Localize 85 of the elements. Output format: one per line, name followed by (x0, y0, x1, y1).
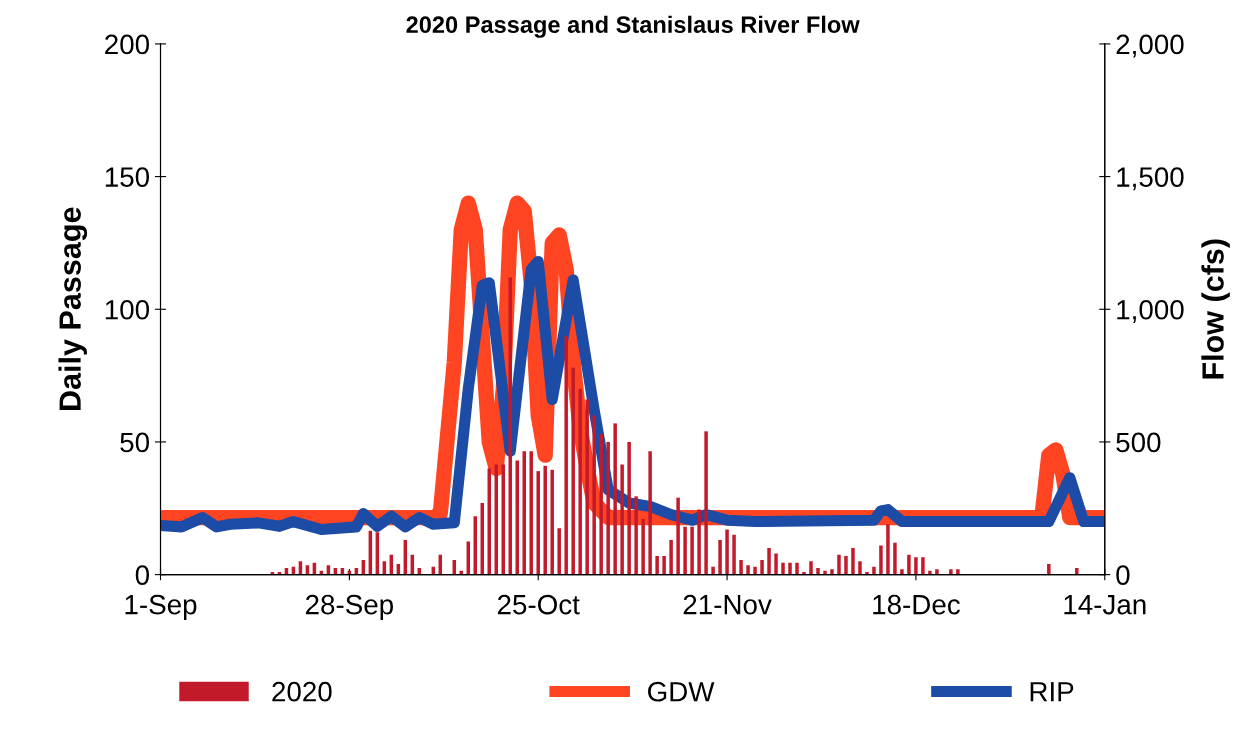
y2-axis-title: Flow (cfs) (1201, 239, 1230, 379)
bar (627, 441, 631, 575)
bar (578, 388, 582, 575)
bar (844, 556, 848, 575)
x-tick-label: 1-Sep (125, 594, 197, 620)
bar (830, 569, 834, 575)
bar (949, 569, 953, 575)
bar (634, 496, 638, 575)
bar (522, 451, 526, 575)
bar (529, 451, 533, 575)
bar (557, 528, 561, 575)
bar (858, 561, 862, 575)
x-tick-label: 14-Jan (1064, 595, 1146, 615)
bar (886, 524, 890, 575)
bar (648, 451, 652, 575)
bar (676, 497, 680, 575)
bar (732, 534, 736, 575)
y-tick-label: 100 (105, 299, 150, 320)
bar (746, 565, 750, 575)
x-tick-label: 21-Nov (683, 594, 772, 615)
legend-label: GDW (648, 681, 715, 702)
x-tick-label: 18-Dec (873, 594, 960, 615)
bar (669, 540, 673, 575)
x-tick-label: 28-Sep (305, 594, 393, 620)
bar (753, 566, 757, 575)
y-tick-label: 200 (105, 34, 150, 55)
bar (662, 556, 666, 575)
bar (655, 556, 659, 575)
y-tick-label: 0 (135, 565, 150, 585)
bar (704, 431, 708, 575)
bar (837, 554, 841, 575)
y-tick-label: 50 (120, 432, 150, 453)
bar (872, 566, 876, 575)
bar (795, 562, 799, 575)
bar (613, 423, 617, 575)
y2-tick-label: 1,000 (1117, 299, 1184, 323)
bar (879, 545, 883, 575)
y2-tick-label: 0 (1116, 565, 1130, 585)
bar (718, 540, 722, 575)
bar (781, 562, 785, 575)
bar (921, 557, 925, 575)
bar (620, 464, 624, 575)
bar (508, 277, 512, 575)
bar (697, 509, 701, 575)
bar (683, 526, 687, 575)
y2-tick-label: 1,500 (1117, 167, 1184, 191)
y-tick-label: 150 (105, 167, 150, 187)
bar (739, 560, 743, 575)
bar (690, 526, 694, 575)
bar (515, 460, 519, 575)
bar (900, 569, 904, 575)
bar (767, 548, 771, 575)
bar (816, 567, 820, 575)
legend-label: RIP (1030, 682, 1074, 702)
y-axis-title: Daily Passage (58, 207, 88, 410)
bar (1047, 564, 1051, 575)
bar (711, 566, 715, 575)
bar (599, 433, 603, 575)
bar (585, 399, 589, 575)
bar (935, 569, 939, 575)
bar (809, 561, 813, 575)
bar (774, 553, 778, 575)
bar (536, 471, 540, 575)
bar (914, 557, 918, 575)
bar (907, 554, 911, 575)
y2-tick-label: 500 (1116, 432, 1161, 453)
bar (1075, 567, 1079, 575)
bar (956, 569, 960, 575)
chart-title: 2020 Passage and Stanislaus River Flow (406, 15, 860, 38)
bar (550, 469, 554, 575)
bar (543, 465, 547, 575)
bar (606, 441, 610, 575)
bar (788, 562, 792, 575)
bar (893, 542, 897, 575)
bar (592, 415, 596, 575)
bar (725, 529, 729, 575)
bar (641, 518, 645, 575)
bar (501, 464, 505, 575)
bar (760, 560, 764, 575)
x-tick-label: 25-Oct (497, 594, 580, 615)
legend-label: 2020 (272, 681, 332, 702)
bar (571, 367, 575, 575)
y2-tick-label: 2,000 (1116, 34, 1184, 58)
bar (851, 548, 855, 575)
bar (564, 335, 568, 575)
